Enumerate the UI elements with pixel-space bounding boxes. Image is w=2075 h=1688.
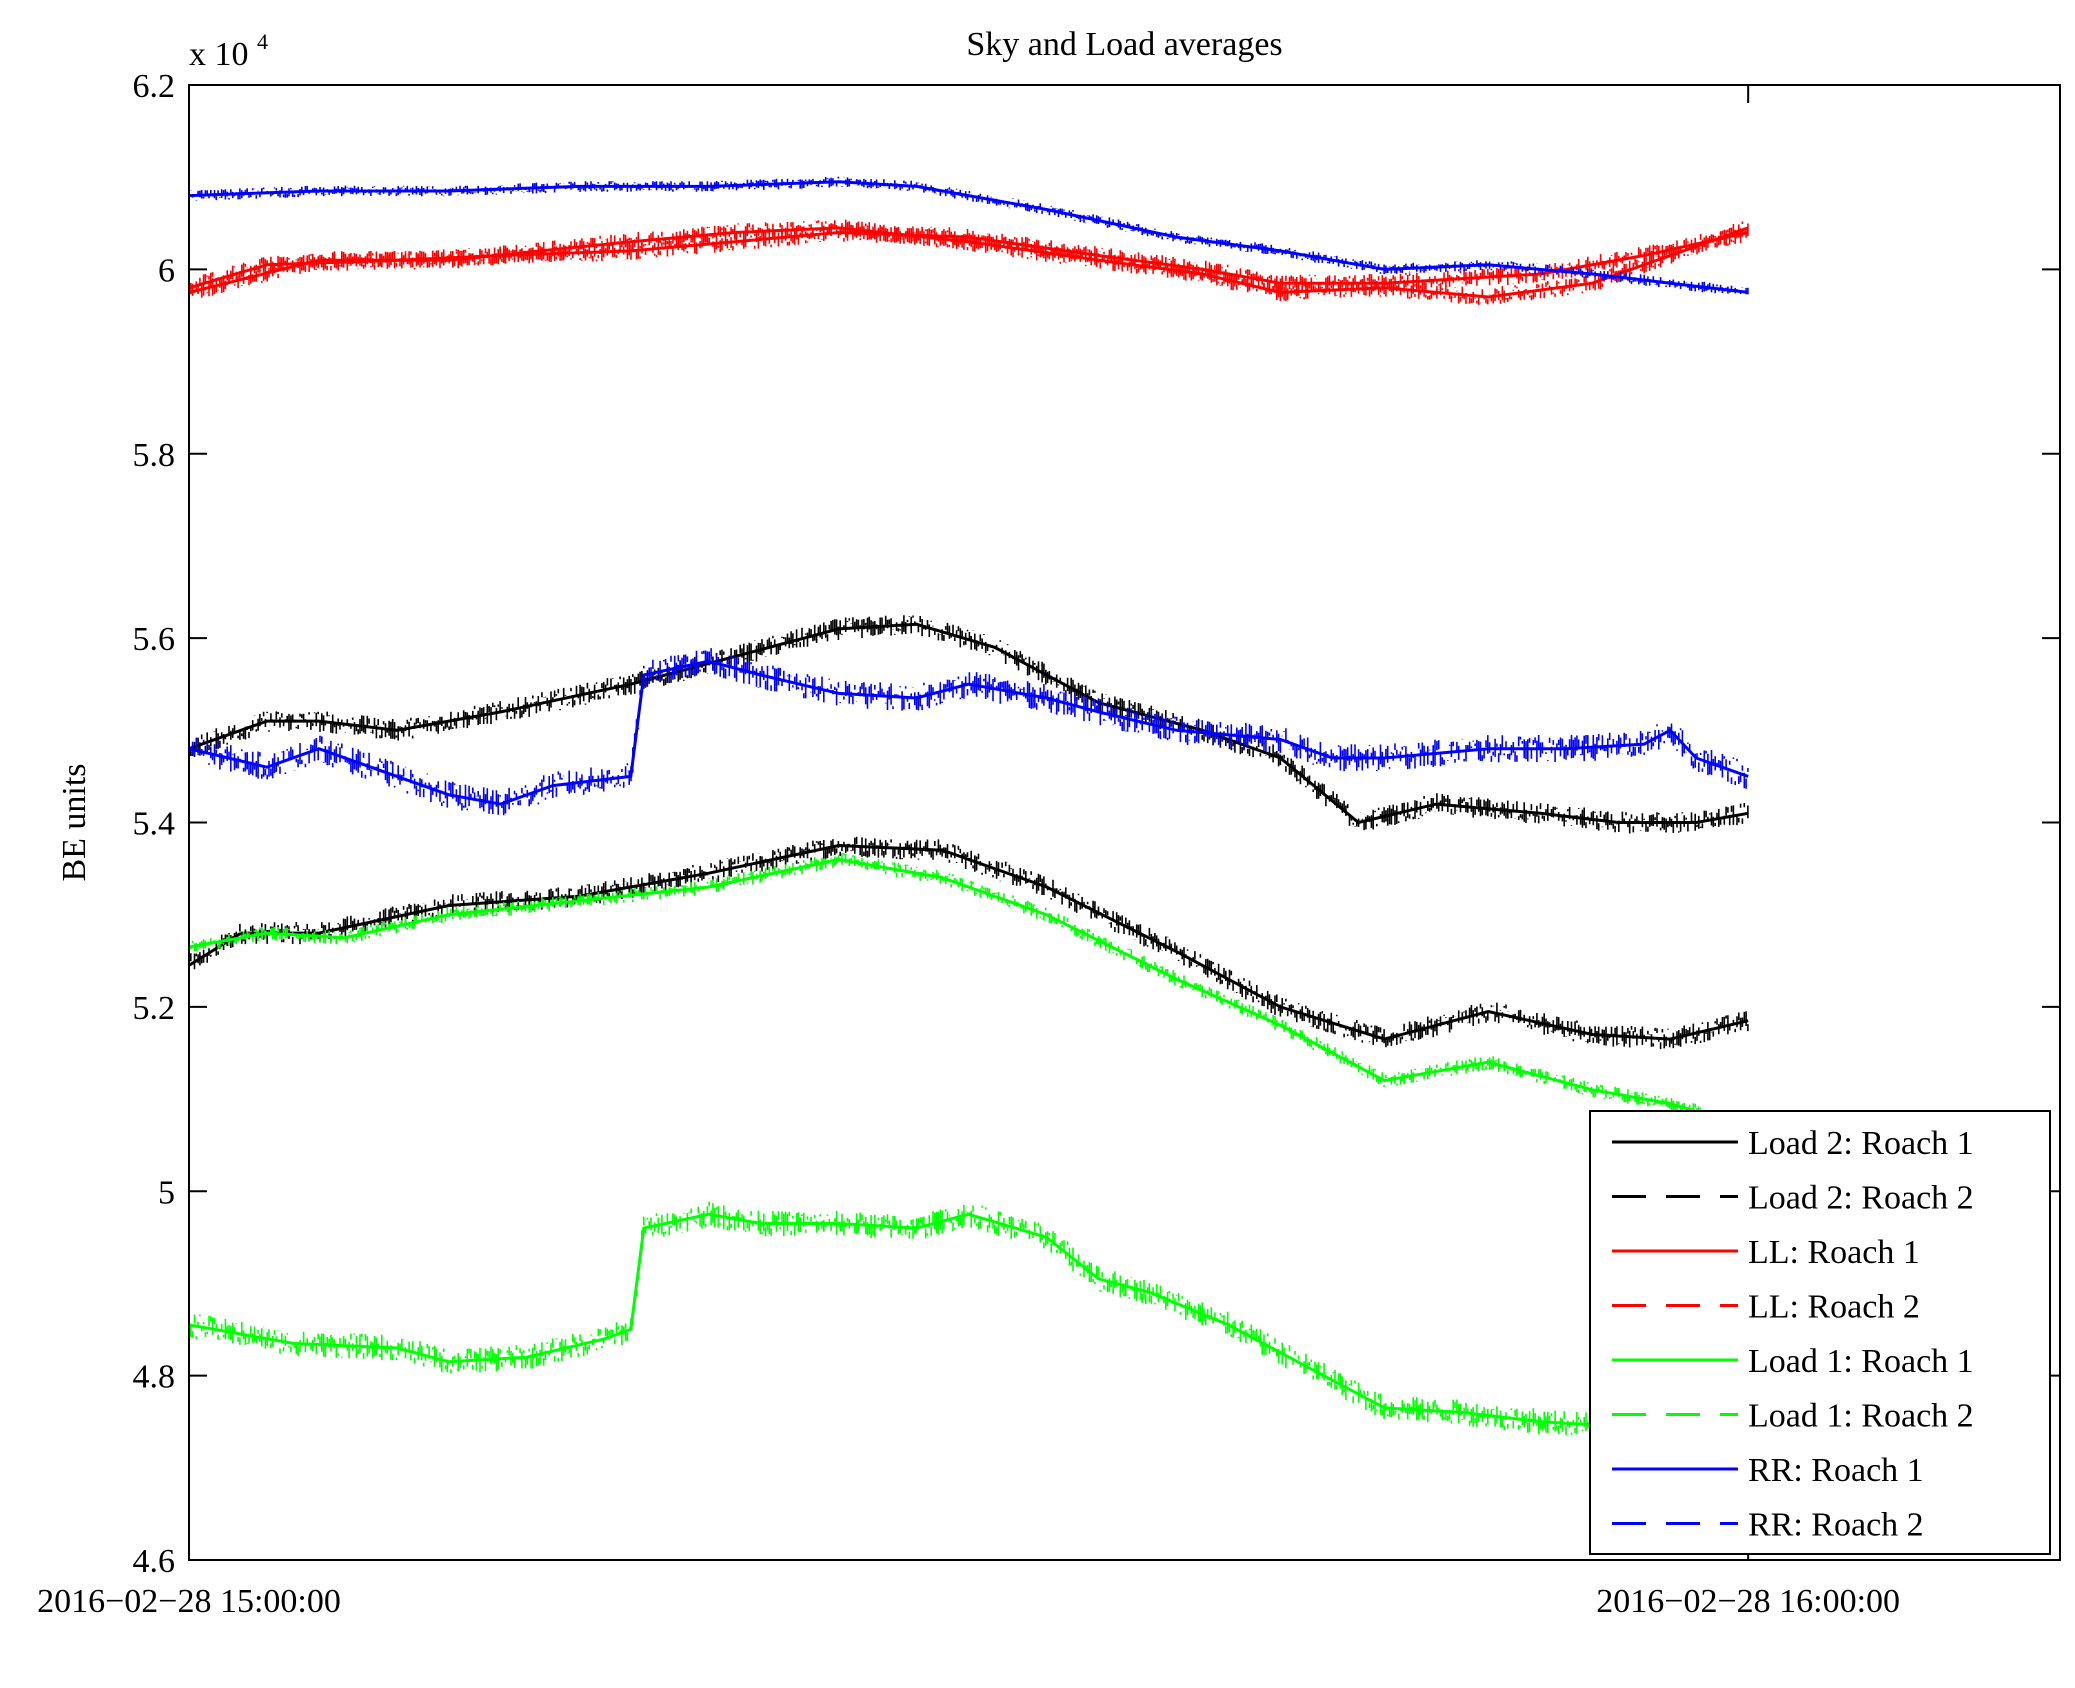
legend-item: RR: Roach 2 [1612,1507,1924,1544]
legend-box [1589,1110,2051,1555]
y-tick-label: 6.2 [133,68,176,105]
y-tick-label: 6 [158,252,175,289]
legend-label: RR: Roach 1 [1748,1452,1924,1489]
chart-title: Sky and Load averages [966,26,1282,63]
y-multiplier-exponent: 4 [257,29,268,54]
legend-item: Load 1: Roach 1 [1612,1343,1974,1380]
legend-label: LL: Roach 2 [1748,1289,1920,1326]
x-tick-label: 2016−02−28 16:00:00 [1596,1583,1900,1620]
legend-item: Load 2: Roach 1 [1612,1125,1974,1162]
legend-label: LL: Roach 1 [1748,1234,1920,1271]
legend-label: Load 2: Roach 1 [1748,1125,1974,1162]
y-tick-label: 5.2 [133,990,176,1027]
legend-item: RR: Roach 1 [1612,1452,1924,1489]
y-axis-multiplier: x 10 4 [189,29,268,73]
y-tick-label: 5.8 [133,437,176,474]
legend-item: Load 1: Roach 2 [1612,1398,1974,1435]
y-tick-label: 5.6 [133,621,176,658]
legend-item: LL: Roach 1 [1612,1234,1920,1271]
x-tick-label: 2016−02−28 15:00:00 [37,1583,341,1620]
y-tick-label: 4.6 [133,1543,176,1580]
legend-label: RR: Roach 2 [1748,1507,1924,1544]
legend-item: Load 2: Roach 2 [1612,1180,1974,1217]
tick-layer: 4.6 4.8 5 5.2 5.4 5.6 5.8 6 6.2 2016−02−28 15:00:… [37,68,2060,1620]
legend-label: Load 1: Roach 1 [1748,1343,1974,1380]
y-tick-label: 5.4 [133,806,176,843]
series-layer [188,176,1749,1444]
series-rr-roach-1 [188,176,1749,295]
y-tick-label: 5 [158,1174,175,1211]
legend-label: Load 1: Roach 2 [1748,1398,1974,1435]
y-axis-label: BE units [56,763,93,881]
legend-label: Load 2: Roach 2 [1748,1180,1974,1217]
y-multiplier-base: x 10 [189,36,249,73]
legend: Load 2: Roach 1 Load 2: Roach 2 LL: Roach … [1589,1110,2051,1555]
y-tick-label: 4.8 [133,1359,176,1396]
legend-item: LL: Roach 2 [1612,1289,1920,1326]
